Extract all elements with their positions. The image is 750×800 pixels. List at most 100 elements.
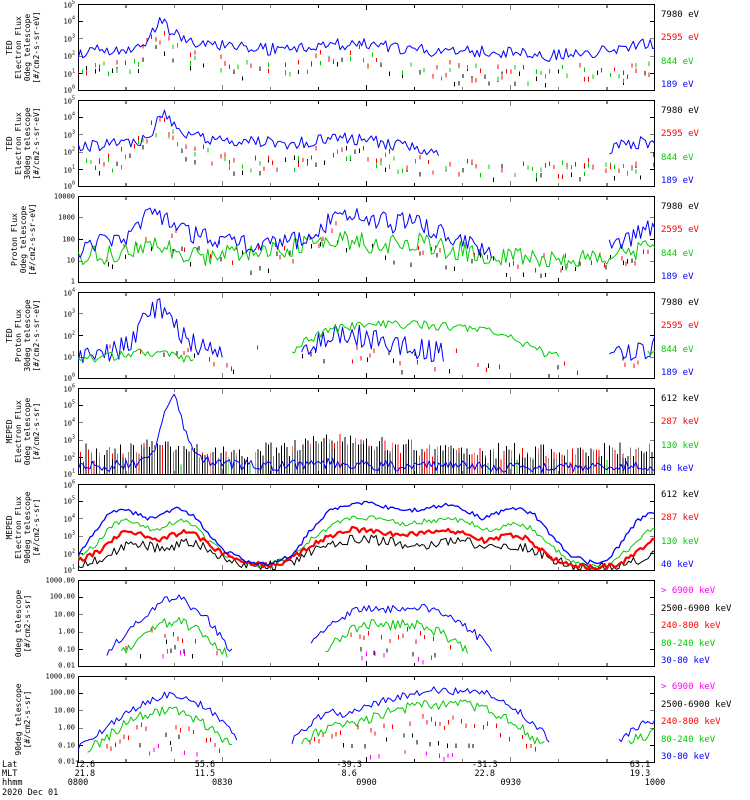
- y-tick-label: 105: [63, 495, 75, 507]
- y-tick-label: 1000.00: [45, 672, 75, 681]
- lat-value: 12.6: [74, 760, 96, 770]
- legend-entry: > 6900 keV: [661, 682, 716, 692]
- y-tick-label: 100.00: [49, 592, 75, 601]
- legend-entry: 287 keV: [661, 513, 699, 524]
- hhmm-row-label: hhmm: [2, 778, 23, 788]
- y-tick-label: 102: [63, 451, 75, 463]
- meped-electron-flux-0deg: MEPED Electron Flux 0deg telescope [#/cm2-s…: [0, 383, 750, 479]
- legend-entry: 2595 eV: [661, 321, 699, 332]
- legend-entry: 40 keV: [661, 464, 694, 474]
- y-tick-label: 102: [63, 50, 75, 61]
- mlt-value: 8.6: [341, 769, 357, 779]
- y-tick-label: 103: [63, 308, 75, 319]
- plot-area: [78, 388, 655, 475]
- legend-entry: 7980 eV: [661, 298, 699, 308]
- legend-entry: 612 keV: [661, 490, 699, 500]
- time-tick-label: 0830: [212, 778, 233, 788]
- y-axis-label-line: MEPED: [5, 419, 14, 444]
- legend-entry: 844 eV: [661, 152, 694, 163]
- y-axis-label-line: TED: [5, 40, 14, 55]
- date-label: 2020 Dec 01: [2, 788, 59, 798]
- lat-value: -39.3: [336, 760, 362, 770]
- y-tick-label: 104: [63, 15, 75, 27]
- y-tick-label: 101: [63, 564, 75, 575]
- legend-entry: 7980 eV: [661, 10, 699, 20]
- legend-entry: 612 keV: [661, 394, 699, 404]
- y-axis-label-line: Electron Flux: [14, 112, 23, 175]
- plot-area: [78, 292, 655, 379]
- legend-entry: 7980 eV: [661, 202, 699, 212]
- legend-entry: 287 keV: [661, 417, 699, 428]
- time-tick-label: 1000: [644, 778, 666, 788]
- y-axis-label-line: 90deg telescope: [14, 683, 23, 756]
- legend-entry: 2500-6900 keV: [661, 699, 732, 710]
- mlt-value: 21.8: [74, 769, 96, 779]
- y-tick-label: 101: [63, 468, 75, 479]
- y-tick-label: 100: [63, 84, 75, 95]
- mlt-value: 11.5: [194, 769, 216, 779]
- y-tick-label: 104: [63, 111, 75, 123]
- y-tick-label: 0.01: [58, 661, 75, 670]
- y-axis-label-line: Electron Flux: [14, 400, 23, 463]
- y-tick-label: 1000: [58, 213, 75, 222]
- y-axis-label-line: 0deg telescope: [14, 589, 23, 658]
- legend-entry: 80-240 keV: [661, 734, 716, 745]
- y-tick-label: 1.00: [58, 627, 75, 636]
- ted-electron-flux-0deg: TED Electron Flux 0deg telescope [#/cm2-s-s…: [0, 0, 750, 95]
- time-tick-label: 0930: [500, 778, 521, 788]
- legend-entry: 2595 eV: [661, 225, 699, 236]
- meped-proton-flux-0deg: 0deg telescope [#/cm2-s-sr] 1000.00 100.00…: [0, 577, 750, 670]
- y-tick-label: 104: [63, 417, 75, 428]
- y-axis-label-line: Proton Flux: [9, 213, 19, 266]
- legend-entry: 30-80 keV: [661, 752, 710, 762]
- y-tick-label: 0.10: [58, 741, 75, 750]
- lat-value: 63.1: [629, 760, 651, 770]
- legend-entry: 844 eV: [661, 248, 694, 259]
- y-axis-label-line: MEPED: [5, 515, 14, 540]
- meped-electron-flux-90deg: MEPED Electron Flux 90deg telescope [#/cm2-…: [0, 480, 750, 575]
- ted-proton-flux-0deg: Proton Flux 0deg telescope [#/cm2-s-sr-eV]…: [0, 193, 750, 286]
- y-axis-label-line: Proton Flux: [14, 309, 23, 362]
- y-tick-label: 103: [63, 129, 75, 140]
- legend-entry: 2595 eV: [661, 33, 699, 44]
- meped-proton-flux-90deg: 90deg telescope [#/cm2-s-sr] 1000.00 100.0…: [0, 672, 750, 765]
- lat-row-label: Lat: [2, 760, 18, 770]
- legend-entry: > 6900 keV: [661, 586, 716, 596]
- legend-entry: 30-80 keV: [661, 656, 710, 666]
- lat-value: -31.3: [471, 760, 498, 770]
- legend-entry: 40 keV: [661, 560, 694, 570]
- plot-area: [78, 4, 655, 91]
- y-tick-label: 10.00: [53, 706, 75, 715]
- y-tick-label: 100.00: [49, 688, 75, 697]
- y-tick-label: 1: [70, 277, 75, 286]
- y-tick-label: 101: [63, 163, 75, 175]
- y-tick-label: 103: [63, 530, 75, 541]
- y-tick-label: 103: [63, 33, 75, 44]
- ted-proton-flux-30deg: TED Proton Flux 30deg telescope [#/cm2-s-sr…: [0, 287, 750, 383]
- legend-entry: 240-800 keV: [661, 717, 721, 727]
- y-tick-label: 105: [63, 95, 75, 106]
- ted-electron-flux-30deg: TED Electron Flux 30deg telescope [#/cm2-s-…: [0, 95, 750, 191]
- y-tick-label: 101: [63, 67, 75, 79]
- legend-entry: 2595 eV: [661, 129, 699, 140]
- legend-entry: 130 keV: [661, 440, 699, 451]
- y-tick-label: 103: [63, 434, 75, 445]
- time-axis: Lat MLT hhmm 2020 Dec 01 12.6 55.6 -39.3 -3…: [0, 760, 750, 800]
- y-tick-label: 102: [63, 329, 75, 341]
- legend-entry: 2500-6900 keV: [661, 603, 732, 614]
- plot-area: [78, 196, 655, 283]
- y-tick-label: 100: [62, 235, 75, 243]
- y-axis-label-line: Electron Flux: [14, 496, 23, 559]
- legend-entry: 189 eV: [661, 368, 694, 378]
- y-tick-label: 105: [63, 399, 75, 411]
- legend-entry: 844 eV: [661, 344, 694, 355]
- y-tick-label: 0.10: [58, 645, 75, 654]
- y-tick-label: 106: [63, 383, 75, 394]
- legend-entry: 130 keV: [661, 536, 699, 547]
- y-tick-label: 104: [63, 287, 75, 298]
- legend-entry: 80-240 keV: [661, 638, 716, 649]
- legend-entry: 189 eV: [661, 272, 694, 282]
- legend-entry: 189 eV: [661, 176, 694, 186]
- y-tick-label: 105: [63, 0, 75, 10]
